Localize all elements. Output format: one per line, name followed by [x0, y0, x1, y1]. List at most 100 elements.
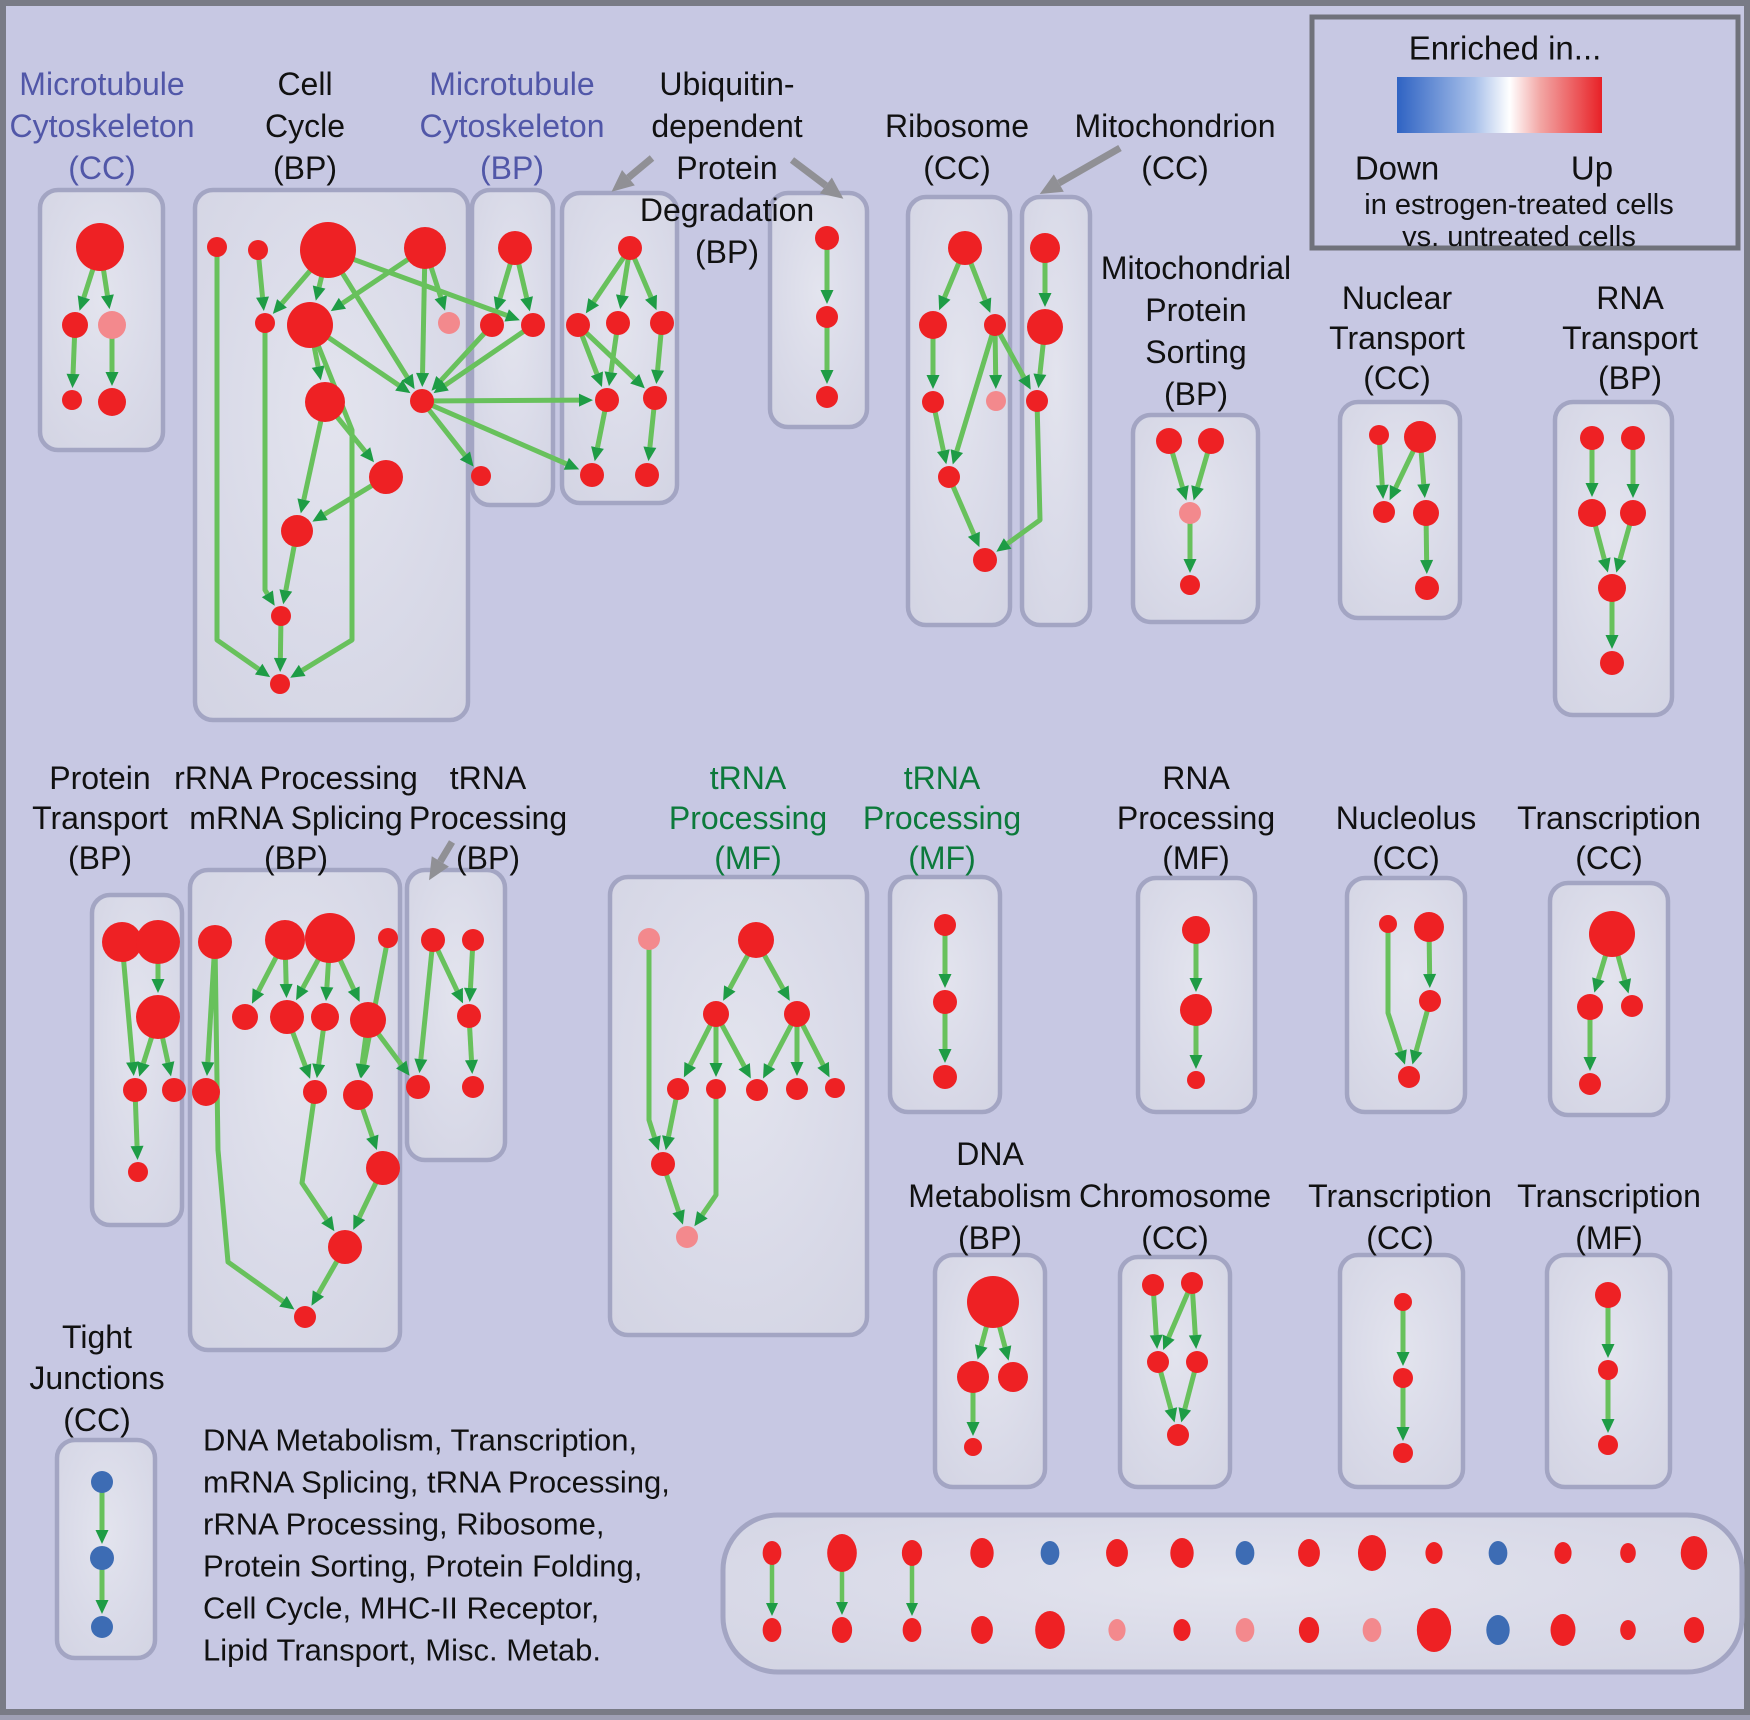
gene-node-g12: [366, 1151, 400, 1185]
strip-edge-arrow-head: [906, 1603, 918, 1616]
gene-node-v1: [1182, 916, 1210, 944]
gene-node-z1: [1595, 1282, 1621, 1308]
edge-arrow-head: [290, 664, 306, 678]
gene-node-u2: [566, 313, 590, 337]
gene-node-nu4: [1398, 1066, 1420, 1088]
strip-dot-top: [1554, 1542, 1572, 1564]
group-label-chromosome-cc: Chromosome: [1079, 1178, 1271, 1214]
edge-arrow-head: [431, 376, 446, 391]
gene-node-u8: [635, 463, 659, 487]
gene-node-s4: [1180, 575, 1200, 595]
group-label-transcription-cc-bottom: (CC): [1366, 1220, 1434, 1256]
group-label-tight-junctions-cc: Tight: [62, 1319, 132, 1355]
gene-node-cc9: [410, 389, 434, 413]
edge-arrow-head: [463, 987, 477, 1003]
edge-arrow: [700, 1089, 719, 1217]
gene-node-r3: [984, 314, 1006, 336]
edge-arrow-head: [320, 986, 334, 1002]
group-label-trna-processing-mf-1: Processing: [669, 800, 827, 836]
strip-dot-bottom: [1235, 1618, 1255, 1642]
edge-arrow-head: [366, 1134, 379, 1151]
gene-node-cc12: [271, 606, 291, 626]
gene-node-t5: [462, 1076, 484, 1098]
gene-node-x1: [1589, 911, 1635, 957]
group-label-mitochondrial-protein-sorting-bp: (BP): [1164, 376, 1228, 412]
gene-node-r1: [948, 231, 982, 265]
edge-arrow: [212, 941, 285, 1304]
strip-dot-bottom: [1550, 1614, 1576, 1646]
edge-arrow-head: [585, 298, 600, 314]
group-label-trna-processing-bp: Processing: [409, 800, 567, 836]
strip-dot-bottom: [971, 1616, 993, 1644]
gene-node-q1: [638, 928, 660, 950]
edge-arrow-head: [974, 1344, 988, 1360]
gene-node-cc2: [248, 240, 268, 260]
edge-arrow: [361, 937, 391, 1066]
edge-arrow-head: [966, 1422, 980, 1436]
gene-node-q4: [784, 1001, 810, 1027]
edge-arrow-head: [254, 663, 271, 678]
group-label-transcription-cc-mid: Transcription: [1517, 800, 1701, 836]
gene-node-r7: [973, 548, 997, 572]
group-box-nuclear-transport-cc: [1337, 399, 1463, 621]
layer-nodes: [62, 222, 1708, 1652]
edge-arrow-head: [355, 1063, 369, 1079]
edge-arrow-head: [662, 1135, 675, 1151]
gene-node-nt3: [1373, 501, 1395, 523]
edge-arrow-head: [279, 983, 293, 999]
edge-arrow-head: [1613, 557, 1627, 573]
gene-node-u1: [618, 236, 642, 260]
edge-arrow-head: [493, 296, 507, 312]
edge-arrow-head: [683, 1061, 697, 1078]
strip-dot-bottom: [762, 1618, 782, 1642]
edge-arrow-head: [137, 1061, 150, 1077]
group-label-cell-cycle-bp: Cycle: [265, 108, 345, 144]
edge-arrow: [421, 398, 568, 467]
group-label-rrna-processing-mrna-splicing-bp: rRNA Processing: [174, 760, 418, 796]
label-pointer-arrow-head: [819, 177, 844, 199]
gene-node-p3: [136, 995, 180, 1039]
group-box-trna-processing-mf-1: [607, 874, 870, 1338]
gene-node-q2: [738, 922, 774, 958]
gene-node-nu3: [1419, 990, 1441, 1012]
edge-arrow-head: [938, 1049, 952, 1063]
gene-node-nt4: [1413, 500, 1439, 526]
misc-category-text: DNA Metabolism, Transcription,: [203, 1423, 637, 1458]
gene-node-g13: [328, 1230, 362, 1264]
edge-arrow-head: [950, 449, 964, 465]
edge-arrow-head: [1601, 1419, 1615, 1433]
group-label-dna-metabolism-bp: DNA: [956, 1136, 1024, 1172]
edge-arrow-head: [1188, 1334, 1202, 1350]
gene-node-cc8: [305, 382, 345, 422]
edge-arrow-head: [1189, 978, 1203, 992]
gene-node-g6: [232, 1004, 258, 1030]
group-label-rna-transport-bp: RNA: [1596, 280, 1664, 316]
gene-node-v3: [1187, 1071, 1205, 1089]
label-pointer-arrow-head: [611, 169, 635, 192]
gene-node-y3: [1393, 1443, 1413, 1463]
gene-node-g7: [270, 1000, 304, 1034]
edge-arrow: [214, 247, 261, 672]
gene-node-x4: [1579, 1073, 1601, 1095]
legend-up-label: Up: [1571, 150, 1613, 187]
edge-arrow-head: [401, 373, 415, 390]
group-label-dna-metabolism-bp: (BP): [958, 1220, 1022, 1256]
gene-node-g8: [311, 1003, 339, 1031]
gene-node-u6: [643, 386, 667, 410]
strip-dot-top: [970, 1538, 994, 1568]
gene-node-nt5: [1415, 576, 1439, 600]
edge-arrow-head: [151, 979, 165, 993]
edge-arrow-head: [416, 372, 430, 388]
edge-arrow: [418, 939, 436, 1060]
edge-arrow: [1385, 924, 1403, 1053]
edge-arrow-head: [299, 1063, 312, 1079]
gene-node-c5: [1167, 1424, 1189, 1446]
group-label-ubiquitin-degradation-bp: Protein: [676, 150, 777, 186]
edge-arrow-head: [321, 1215, 335, 1232]
group-label-trna-processing-mf-2: (MF): [908, 840, 976, 876]
gene-node-m2: [480, 313, 504, 337]
edge-arrow-head: [709, 1063, 723, 1077]
gene-node-tj1: [91, 1471, 113, 1493]
edge-arrow-head: [95, 1530, 109, 1544]
gene-node-rt6: [1600, 651, 1624, 675]
